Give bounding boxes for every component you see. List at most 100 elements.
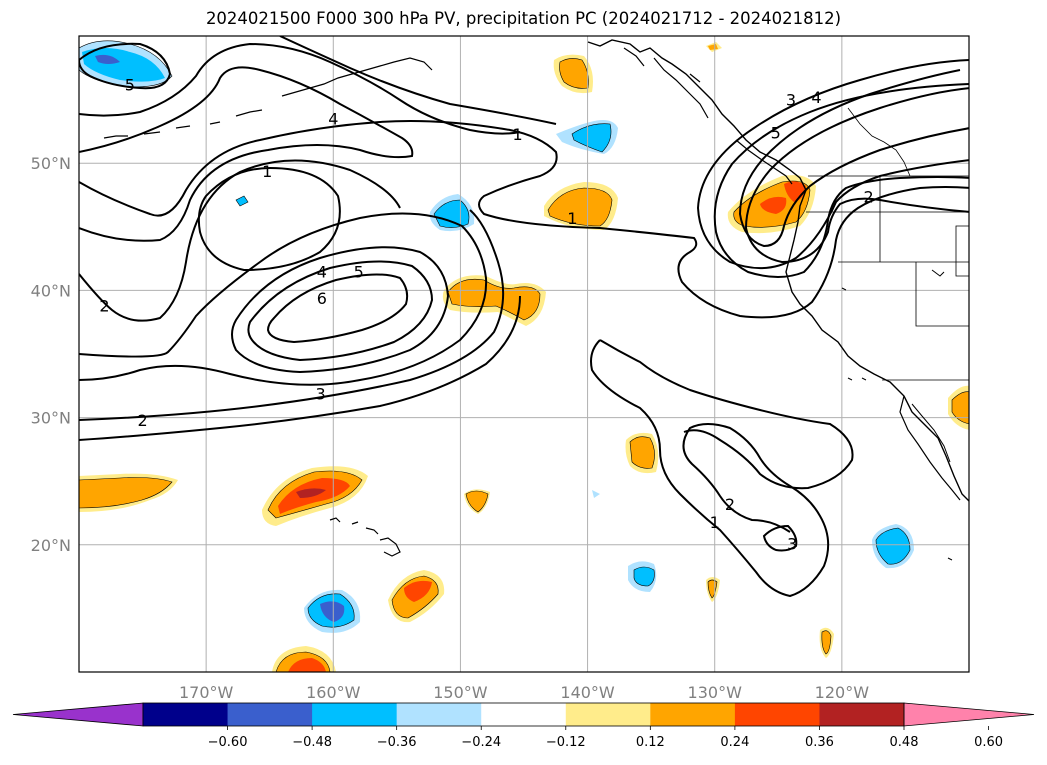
colorbar-segment	[734, 703, 820, 726]
precip-blob-150w-subtropical	[442, 275, 546, 326]
lon-tick-label: 150°W	[433, 683, 488, 702]
pv-contour-label: 3	[787, 535, 797, 554]
gridlines	[79, 36, 969, 672]
baja-peninsula	[899, 395, 961, 501]
lon-tick-label: 130°W	[688, 683, 743, 702]
precip-blob-160w-south	[304, 589, 361, 633]
alaska-islands	[103, 47, 709, 139]
precip-blob-150w	[429, 194, 475, 232]
colorbar-segment	[481, 703, 567, 726]
precip-blob-155w-south	[388, 570, 445, 623]
pv-contour-label: 4	[317, 262, 327, 281]
pv-contour-label: 5	[771, 124, 781, 143]
precip-blob-nw	[79, 40, 173, 88]
pv-contours	[79, 36, 969, 598]
pv-contour-1-subtropical	[599, 339, 854, 490]
colorbar-tick-label: −0.24	[461, 735, 501, 750]
precip-blob-135w	[628, 561, 657, 592]
pv-contour-label: 2	[137, 411, 147, 430]
colorbar-segment	[143, 703, 229, 726]
precip-blob-145w-north	[553, 54, 593, 94]
pv-contour-label: 2	[725, 495, 735, 514]
colorbar-segment	[565, 703, 651, 726]
colorbar-tick-label: 0.24	[720, 735, 749, 750]
precipitation-shading	[79, 40, 969, 672]
colorbar-segment	[312, 703, 398, 726]
colorbar-frame	[142, 702, 905, 727]
precip-blob-hawaii-north	[262, 466, 368, 526]
colorbar-tick-label: 0.12	[636, 735, 665, 750]
map-frame	[78, 35, 970, 673]
pv-contour-4-north	[79, 42, 521, 135]
colorbar-segment	[396, 703, 482, 726]
pv-contour-4-ring	[231, 246, 450, 374]
pv-contour-3-south	[79, 209, 505, 421]
precip-blob-small-warm	[464, 42, 969, 658]
pv-contour-label: 5	[125, 75, 135, 94]
pv-contour-1-north	[79, 120, 969, 319]
lat-tick-label: 50°N	[31, 154, 71, 173]
colorbar-extend-high	[903, 702, 1035, 727]
pv-contour-2-subtropical	[590, 339, 830, 598]
pv-contour-label: 1	[567, 209, 577, 228]
pv-contour-2-south	[79, 295, 521, 441]
lon-tick-label: 170°W	[179, 683, 234, 702]
pv-contour-label: 3	[786, 91, 796, 110]
colorbar-tick-label: 0.36	[805, 735, 834, 750]
colorbar-tick-label: −0.48	[292, 735, 332, 750]
colorbar-tick-label: −0.60	[208, 735, 248, 750]
pv-contour-6-ring	[266, 273, 409, 344]
lat-tick-label: 20°N	[31, 536, 71, 555]
pv-contour-label: 6	[317, 289, 327, 308]
colorbar-tick-label: −0.36	[377, 735, 417, 750]
longitude-labels: 170°W 160°W 150°W 140°W 130°W 120°W	[179, 683, 869, 702]
pv-contour-5-ring	[247, 260, 434, 362]
precip-blob-west-coast	[727, 175, 816, 234]
colorbar-extend-low	[12, 702, 144, 727]
precip-blob-north-pacific	[556, 120, 618, 154]
colorbar-segment	[650, 703, 736, 726]
pv-contour-label: 2	[99, 297, 109, 316]
precip-blob-115w	[235, 195, 914, 569]
lon-tick-label: 140°W	[560, 683, 615, 702]
lat-tick-label: 30°N	[31, 409, 71, 428]
lon-tick-label: 160°W	[306, 683, 361, 702]
pv-contour-3-loop	[762, 524, 798, 552]
pv-contour-label: 5	[354, 262, 364, 281]
pv-contour-label: 3	[315, 384, 325, 403]
lat-tick-label: 40°N	[31, 281, 71, 300]
pv-contour-1-trough	[713, 83, 969, 278]
pv-contour-label: 1	[513, 125, 523, 144]
pv-contour-2-large	[79, 159, 401, 322]
misc-islands	[841, 269, 953, 561]
hawaii-islands	[329, 517, 401, 557]
pv-contour-1-loop	[197, 166, 341, 272]
pv-contour-label: 4	[328, 110, 338, 129]
map-title: 2024021500 F000 300 hPa PV, precipitatio…	[205, 9, 842, 28]
state-borders	[806, 107, 969, 381]
lon-tick-label: 120°W	[815, 683, 870, 702]
precip-blob-140w	[544, 182, 618, 230]
pv-contour-5-nw	[79, 42, 172, 90]
pv-contour-5-west-coast	[738, 69, 969, 248]
gulf-of-california	[911, 403, 951, 463]
pv-contour-3-north	[279, 36, 557, 125]
colorbar-tick-label: −0.12	[546, 735, 586, 750]
colorbar-tick-label: 0.48	[890, 735, 919, 750]
pv-contour-2-north	[79, 66, 414, 242]
precip-blob-160w-bottom	[272, 646, 336, 672]
latitude-labels: 50°N 40°N 30°N 20°N	[31, 154, 71, 555]
pv-contour-label: 2	[863, 187, 873, 206]
pv-contour-label: 1	[262, 162, 272, 181]
colorbar-segment	[819, 703, 905, 726]
pv-contour-label: 4	[811, 88, 821, 107]
pv-contour-label: 1	[710, 513, 720, 532]
coastlines	[103, 39, 969, 561]
colorbar-segment	[227, 703, 313, 726]
precipitation-colorbar: −0.60 −0.48 −0.36 −0.24 −0.12 0.12 0.24 0.36 0.4…	[12, 702, 1035, 750]
pv-contour-3-west-coast	[696, 59, 969, 270]
vancouver-island	[735, 139, 793, 185]
precip-blob-dateline	[79, 473, 178, 512]
